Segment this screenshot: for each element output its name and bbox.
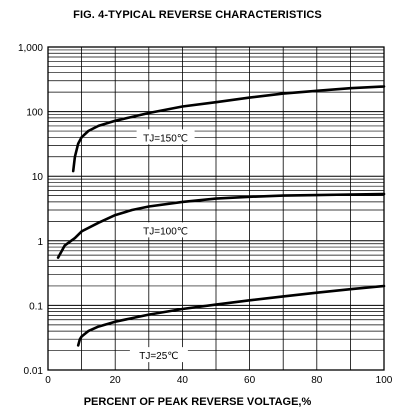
y-tick-label: 1 [37, 237, 43, 248]
series-line [56, 192, 386, 259]
x-tick-label: 40 [177, 375, 189, 386]
x-axis-title: PERCENT OF PEAK REVERSE VOLTAGE,% [83, 396, 312, 408]
series-label-background [129, 347, 188, 363]
curves [56, 85, 386, 347]
tick-labels: 0 20 40 60 80 100 0.01 0.1 1 10 100 1,000 [18, 43, 393, 386]
x-tick-label: 60 [244, 375, 256, 386]
y-tick-label: 0.1 [29, 301, 43, 312]
y-tick-label: 10 [32, 172, 44, 183]
y-tick-label: 100 [26, 108, 43, 119]
chart-title: FIG. 4-TYPICAL REVERSE CHARACTERISTICS [73, 9, 322, 21]
series-line [71, 85, 386, 173]
plot-frame [47, 46, 385, 371]
y-tick-label: 0.01 [24, 366, 44, 377]
series-label-background [136, 129, 195, 145]
curve-labels: TJ=150℃ TJ=100℃ TJ=25℃ [129, 129, 195, 363]
grid [47, 47, 385, 371]
x-tick-label: 80 [311, 375, 323, 386]
series-label: TJ=100℃ [143, 226, 188, 237]
series-label: TJ=150℃ [143, 133, 188, 144]
series-line [76, 284, 386, 347]
x-tick-label: 100 [376, 375, 393, 386]
x-tick-label: 0 [45, 375, 51, 386]
x-tick-label: 20 [110, 375, 122, 386]
series-label: TJ=25℃ [139, 351, 178, 362]
y-tick-label: 1,000 [18, 43, 43, 54]
series-label-background [136, 222, 195, 238]
